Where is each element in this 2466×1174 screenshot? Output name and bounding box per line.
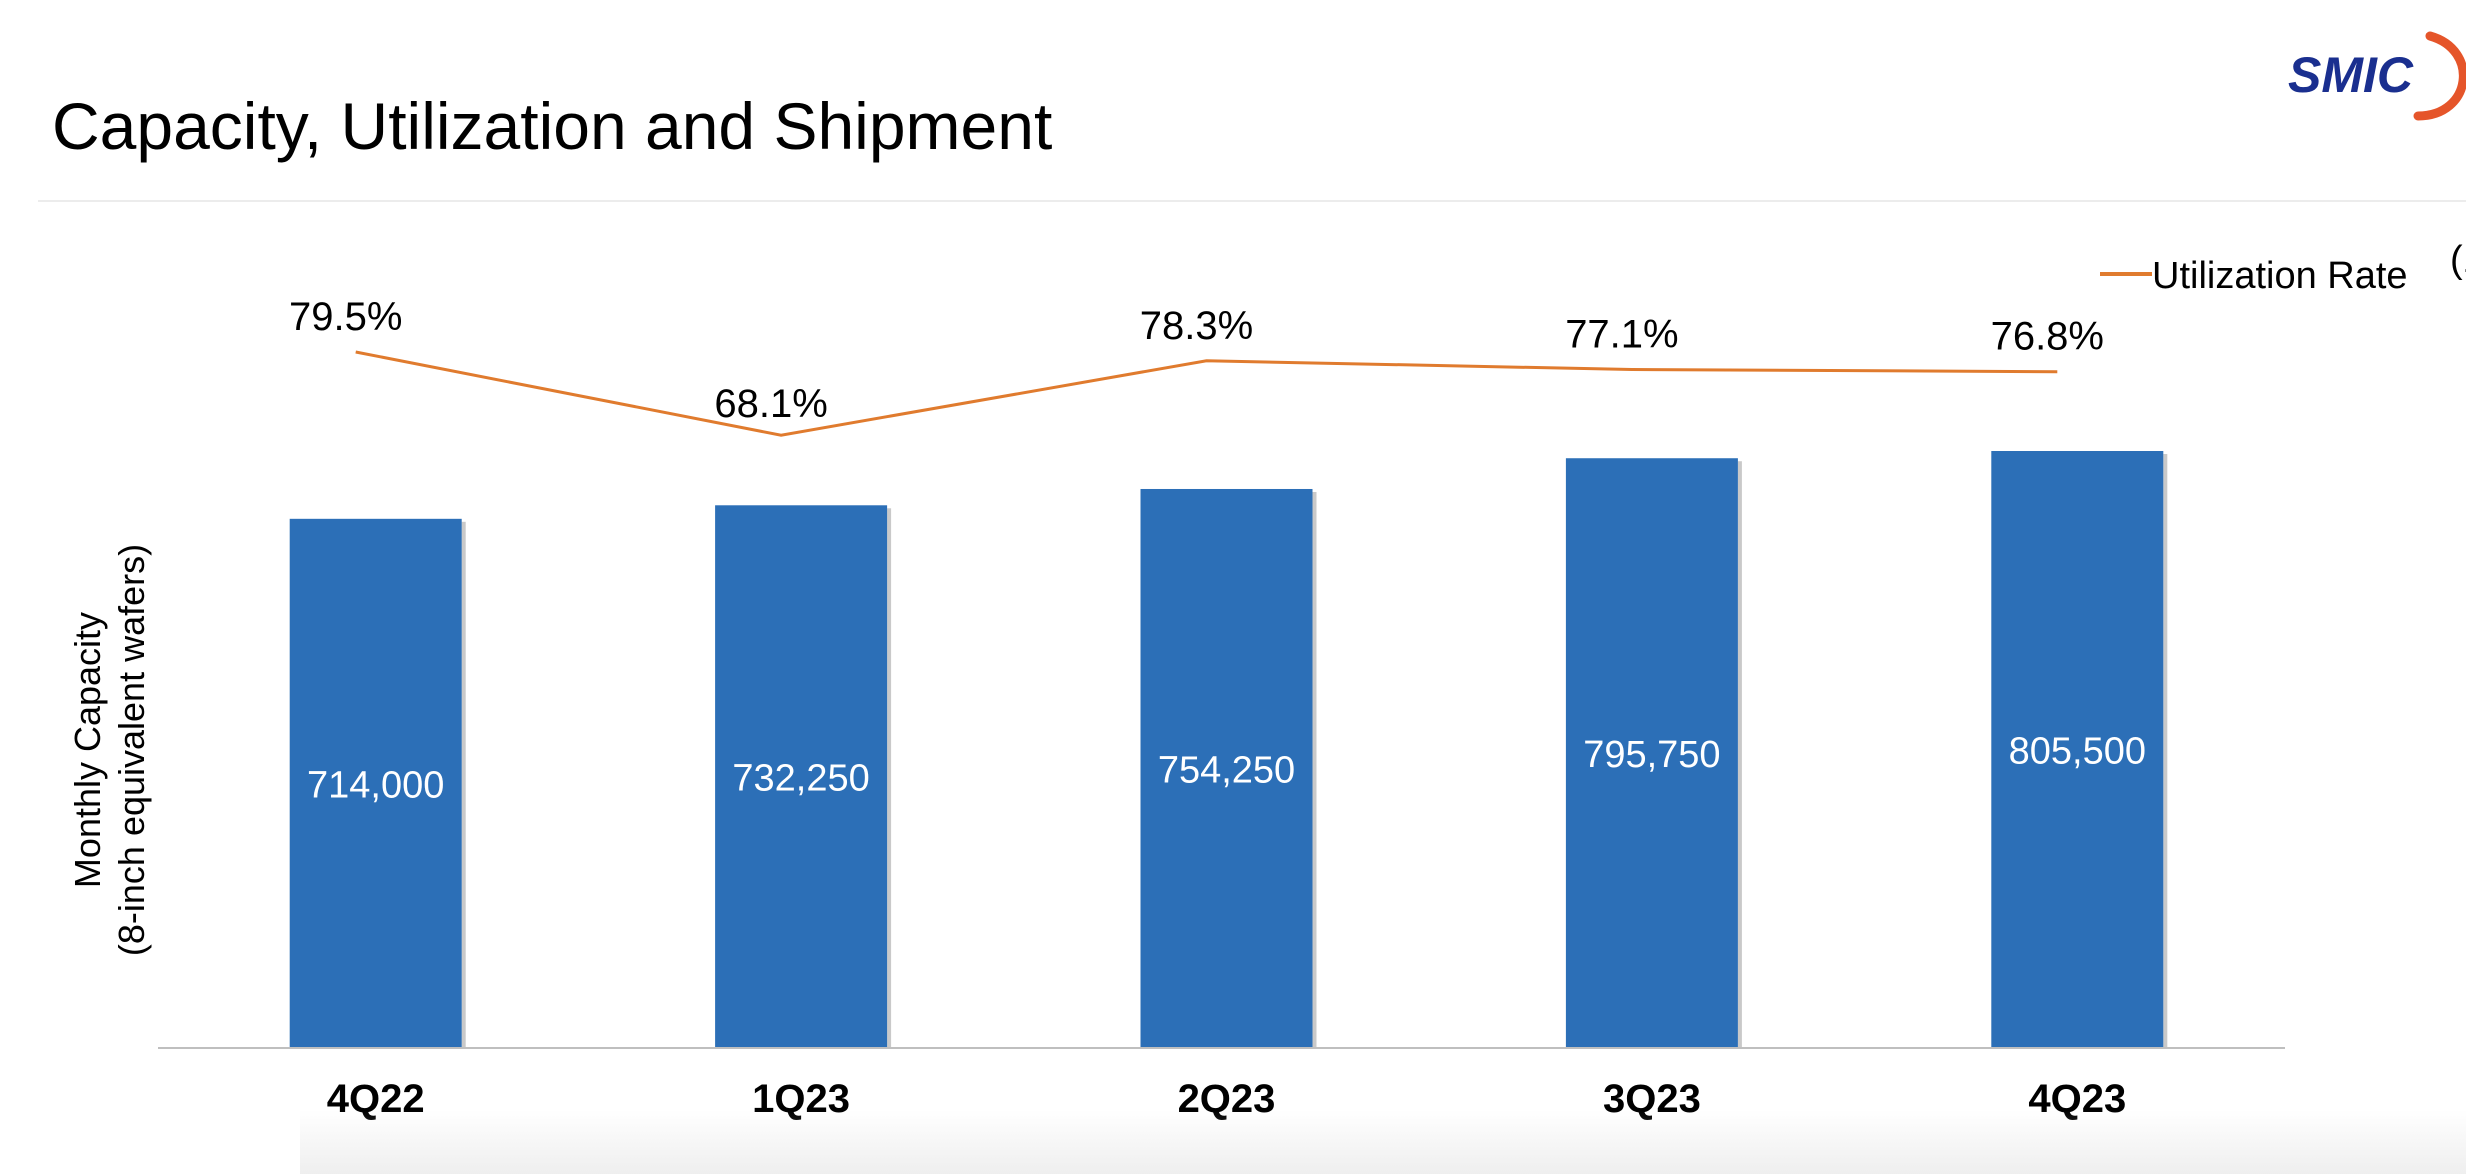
bar-value-label: 795,750 <box>1583 734 1720 776</box>
bar-shadow <box>1737 461 1742 1048</box>
utilization-rate-label: 79.5% <box>289 295 402 339</box>
y-axis-sublabel: (8-inch equivalent wafers) <box>111 544 152 956</box>
capacity-bar <box>715 505 888 1049</box>
utilization-rate-line <box>355 350 2058 437</box>
bar-value-label: 732,250 <box>732 758 869 800</box>
bottom-shadow <box>300 1110 2466 1174</box>
capacity-bar <box>289 518 462 1048</box>
title-divider <box>38 200 2466 202</box>
bar-shadow <box>2163 454 2168 1048</box>
capacity-bar <box>1565 458 1738 1048</box>
y-axis-label: Monthly Capacity <box>67 612 108 888</box>
y-axis-title: Monthly Capacity (8-inch equivalent wafe… <box>67 544 152 956</box>
legend: Utilization Rate (1) <box>2100 239 2466 297</box>
slide-title: Capacity, Utilization and Shipment <box>52 89 1053 163</box>
bar-shadow <box>461 521 466 1048</box>
logo-text: SMIC <box>2288 47 2414 103</box>
utilization-rate-label: 68.1% <box>714 382 827 426</box>
bar-shadow <box>1312 491 1317 1049</box>
logo-arc <box>2413 31 2466 121</box>
bar-value-label: 805,500 <box>2009 731 2146 773</box>
utilization-rate-label: 78.3% <box>1140 304 1253 348</box>
bar-shadow <box>887 508 892 1049</box>
utilization-rate-label: 77.1% <box>1565 313 1678 357</box>
capacity-bar <box>1140 488 1313 1049</box>
utilization-rate-label: 76.8% <box>1991 315 2104 359</box>
legend-footnote-marker: (1) <box>2450 239 2466 281</box>
bar-value-label: 754,250 <box>1158 749 1295 791</box>
smic-logo: SMIC <box>2288 31 2466 121</box>
capacity-bar <box>1991 451 2164 1048</box>
bar-value-label: 714,000 <box>307 764 444 806</box>
legend-label: Utilization Rate <box>2152 255 2408 297</box>
